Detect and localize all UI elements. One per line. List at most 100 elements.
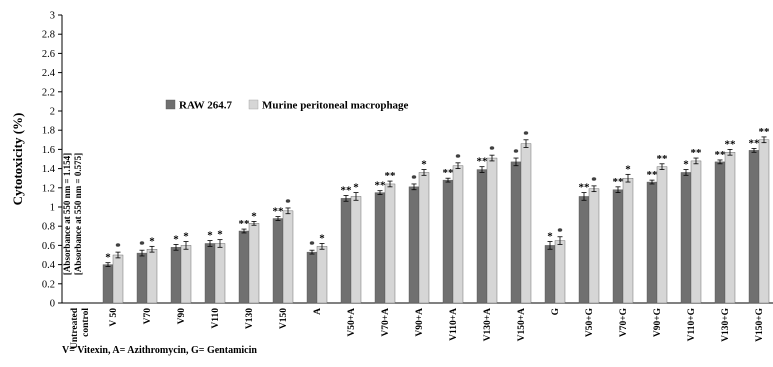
bar [442,179,454,304]
x-tick-label: V150+A [517,308,527,342]
bar [180,245,192,304]
x-tick-label: V50+A [347,308,357,337]
significance-marker: * [149,235,155,247]
significance-marker: * [489,144,495,156]
bar [374,192,386,304]
y-tick-label: 0.4 [42,260,56,271]
y-tick-label: 2 [50,107,55,118]
significance-marker: ** [647,169,659,181]
x-tick-label: V70+G [619,307,629,337]
bar [476,169,488,304]
abbreviation-footnote: V= Vitexin, A= Azithromycin, G= Gentamic… [62,345,257,356]
bar [748,150,760,304]
legend-label-murine: Murine peritoneal macrophage [262,100,409,112]
x-tick-label: V 50 [109,308,119,327]
x-tick-label: V90+G [653,307,663,337]
x-tick-label: A [313,308,323,315]
significance-marker: * [173,233,179,245]
x-tick-label: V130+G [721,307,731,342]
x-tick-label: V130 [245,308,255,329]
bar [588,188,600,304]
significance-marker: ** [579,182,591,194]
significance-marker: * [251,210,257,222]
y-tick-label: 2.2 [42,87,55,98]
significance-marker: ** [657,153,669,165]
x-tick-label: Untreatedcontrol [70,307,91,349]
x-tick-label: V110 [211,308,221,329]
significance-marker: ** [749,137,761,149]
y-tick-label: 1.6 [42,145,55,156]
bar [680,172,692,304]
bar [690,160,702,304]
significance-marker: ** [443,167,455,179]
bar [316,246,328,304]
bar [578,196,590,304]
significance-marker: * [513,147,519,159]
legend-swatch-murine [248,99,259,110]
absorbance-annotation: [Absorbance at 550 nm = 0.575] [73,153,83,275]
bar [408,186,420,304]
significance-marker: * [139,239,145,251]
bar [238,230,250,304]
significance-marker: ** [239,218,251,230]
bar [612,189,624,304]
absorbance-annotation: [Absorbance at 550 nm = 1.154] [62,153,72,275]
y-tick-label: 3 [50,11,55,22]
x-tick-label: V70 [143,308,153,325]
y-tick-label: 2.6 [42,49,55,60]
y-tick-label: 0.8 [42,222,55,233]
significance-marker: ** [385,170,397,182]
bar [340,198,352,304]
bar [758,139,770,304]
significance-marker: ** [715,149,727,161]
x-tick-label: V90 [177,308,187,325]
bar [204,243,216,304]
significance-marker: * [523,129,529,141]
x-tick-label: G [551,307,561,315]
significance-marker: * [115,241,121,253]
significance-marker: * [309,239,315,251]
significance-marker: * [183,231,189,243]
bar [272,218,284,304]
bar [248,223,260,304]
bar [486,157,498,304]
significance-marker: * [557,226,563,238]
significance-marker: ** [341,184,353,196]
x-tick-label: V70+A [381,308,391,337]
significance-marker: * [547,231,553,243]
bar [112,254,124,304]
x-tick-label: V110+G [687,307,697,341]
significance-marker: ** [273,206,285,218]
significance-marker: ** [725,138,737,150]
y-tick-label: 1.8 [42,126,55,137]
x-tick-label: V110+A [449,308,459,341]
bar [554,240,566,304]
legend-swatch-raw [165,99,176,110]
x-tick-label: V90+A [415,308,425,337]
significance-marker: * [455,152,461,164]
significance-marker: ** [759,126,771,138]
bar [520,143,532,304]
bar [136,252,148,304]
y-axis-label: Cytotoxicity (%) [10,113,25,206]
bar [282,210,294,304]
bar [622,177,634,304]
y-tick-label: 0.2 [42,279,55,290]
bar [306,251,318,304]
x-tick-label: V50+G [585,307,595,337]
bar [214,243,226,304]
x-tick-label: V150 [279,308,289,329]
bar [146,249,158,304]
bar [544,245,556,304]
significance-marker: * [421,159,427,171]
significance-marker: * [625,163,631,175]
bar [724,152,736,304]
significance-marker: * [105,252,111,264]
legend-label-raw: RAW 264.7 [179,100,232,112]
y-tick-label: 0.6 [42,241,55,252]
y-tick-label: 2.4 [42,68,56,79]
y-tick-label: 2.8 [42,30,55,41]
bar [384,183,396,304]
significance-marker: ** [375,180,387,192]
